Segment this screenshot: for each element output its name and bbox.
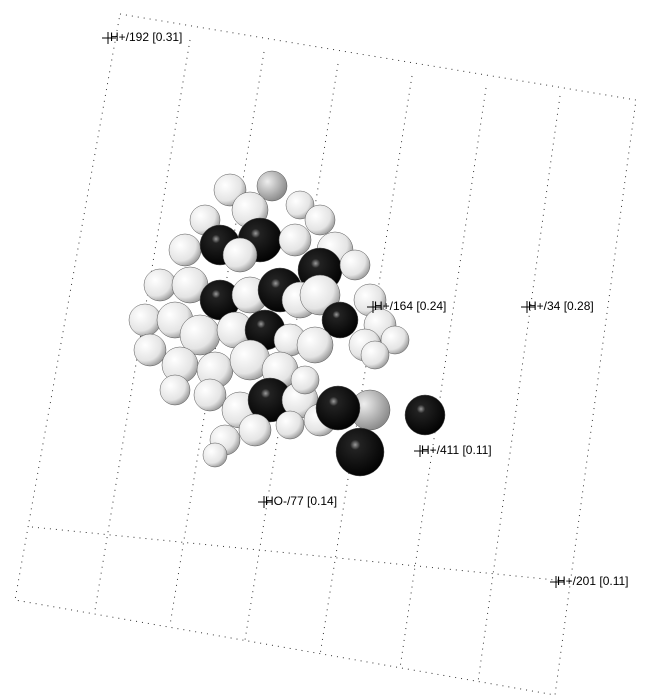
label-text: H+/201 [0.11] — [557, 574, 629, 588]
atom-sphere — [297, 327, 333, 363]
atom-sphere — [169, 234, 201, 266]
atom-label: H+/164 [0.24] — [367, 299, 446, 313]
label-text: HO-/77 [0.14] — [265, 494, 337, 508]
atom-label: H+/34 [0.28] — [521, 299, 594, 313]
atom-sphere — [239, 414, 271, 446]
atom-sphere — [291, 366, 319, 394]
atom-label: HO-/77 [0.14] — [258, 494, 337, 508]
grid-line — [400, 88, 486, 668]
atom-sphere — [361, 341, 389, 369]
atom-sphere — [203, 443, 227, 467]
label-text: H+/34 [0.28] — [528, 299, 594, 313]
atom-sphere — [336, 428, 384, 476]
label-text: H+/411 [0.11] — [421, 443, 492, 457]
grid-line — [32, 527, 575, 582]
label-text: H+/192 [0.31] — [110, 30, 182, 44]
atom-sphere — [340, 250, 370, 280]
atom-sphere — [194, 379, 226, 411]
molecule-view: H+/192 [0.31] H+/164 [0.24] H+/34 [0.28]… — [0, 0, 649, 696]
molecule — [129, 171, 445, 476]
atom-label: H+/411 [0.11] — [414, 443, 492, 457]
atom-sphere — [405, 395, 445, 435]
atom-sphere — [305, 205, 335, 235]
grid-line — [478, 96, 560, 682]
atom-sphere — [223, 238, 257, 272]
atom-label: H+/192 [0.31] — [102, 30, 182, 44]
atom-label: H+/201 [0.11] — [550, 574, 629, 588]
atom-sphere — [316, 386, 360, 430]
label-text: H+/164 [0.24] — [374, 299, 446, 313]
atom-sphere — [129, 304, 161, 336]
atom-sphere — [160, 375, 190, 405]
atom-sphere — [144, 269, 176, 301]
atom-sphere — [279, 224, 311, 256]
atom-sphere — [134, 334, 166, 366]
atom-sphere — [276, 411, 304, 439]
